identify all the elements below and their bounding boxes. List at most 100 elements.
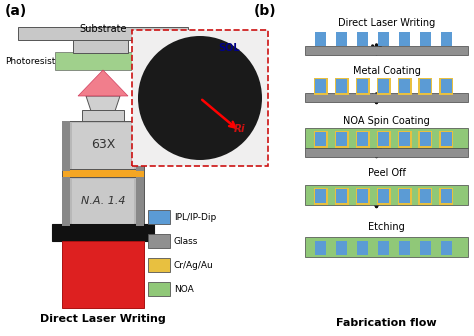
Text: Fabrication flow: Fabrication flow — [336, 318, 437, 328]
Bar — [356, 78, 370, 94]
Bar — [439, 187, 453, 205]
Bar — [62, 177, 70, 226]
Text: 63X: 63X — [91, 138, 115, 152]
Bar — [420, 241, 431, 255]
Bar — [316, 32, 327, 46]
Bar — [62, 177, 144, 226]
Bar — [357, 132, 368, 146]
Bar — [305, 128, 468, 148]
Bar — [441, 241, 452, 255]
Text: Etching: Etching — [368, 222, 405, 232]
Text: Photoresist: Photoresist — [5, 56, 55, 66]
Bar — [399, 132, 410, 146]
Bar — [62, 241, 144, 308]
Circle shape — [138, 36, 262, 160]
Bar — [420, 79, 431, 93]
Text: Glass: Glass — [174, 237, 199, 246]
Text: IPL/IP-Dip: IPL/IP-Dip — [174, 212, 216, 221]
Text: Substrate: Substrate — [79, 24, 127, 34]
Bar — [377, 130, 391, 148]
Bar — [377, 187, 391, 205]
Text: Direct Laser Writing: Direct Laser Writing — [40, 314, 166, 324]
Bar — [136, 121, 144, 171]
Circle shape — [155, 53, 245, 143]
Circle shape — [152, 50, 248, 146]
Circle shape — [183, 81, 217, 115]
Bar — [73, 40, 128, 53]
Bar — [316, 132, 327, 146]
Circle shape — [159, 57, 241, 139]
Text: Peel Off: Peel Off — [367, 168, 405, 178]
Text: Direct Laser Writing: Direct Laser Writing — [338, 18, 435, 28]
Bar — [305, 93, 468, 102]
Text: (a): (a) — [5, 4, 27, 18]
Bar — [441, 132, 452, 146]
Bar — [378, 79, 389, 93]
Text: Ri: Ri — [234, 124, 246, 134]
Circle shape — [145, 43, 255, 153]
Bar — [62, 169, 144, 179]
Bar — [398, 78, 411, 94]
Bar — [62, 121, 70, 171]
Bar — [439, 130, 453, 148]
Bar — [55, 52, 150, 70]
Bar — [357, 189, 368, 203]
Bar — [305, 185, 468, 205]
Bar — [62, 121, 144, 171]
Bar — [357, 79, 368, 93]
Bar — [52, 224, 154, 241]
Bar — [356, 130, 370, 148]
Bar — [419, 187, 432, 205]
Bar — [399, 32, 410, 46]
Bar — [399, 189, 410, 203]
Circle shape — [193, 91, 207, 105]
Bar — [378, 32, 389, 46]
Bar — [441, 79, 452, 93]
Bar — [441, 32, 452, 46]
Bar — [148, 282, 170, 296]
Polygon shape — [78, 70, 128, 96]
Bar — [398, 130, 411, 148]
Circle shape — [176, 74, 224, 122]
Circle shape — [162, 60, 238, 136]
Bar — [420, 32, 431, 46]
Circle shape — [148, 46, 252, 150]
Text: Metal Coating: Metal Coating — [353, 66, 420, 76]
Circle shape — [179, 77, 221, 119]
Bar — [316, 189, 327, 203]
Bar — [357, 241, 368, 255]
Text: N.A. 1.4: N.A. 1.4 — [81, 196, 125, 206]
Bar — [136, 177, 144, 226]
Bar — [420, 189, 431, 203]
Bar — [398, 187, 411, 205]
Bar — [337, 32, 347, 46]
Circle shape — [169, 67, 231, 129]
Bar — [420, 132, 431, 146]
Circle shape — [190, 88, 210, 108]
Bar — [337, 79, 347, 93]
Circle shape — [165, 64, 235, 132]
Bar — [18, 27, 188, 40]
Bar — [335, 130, 349, 148]
Bar — [441, 189, 452, 203]
Circle shape — [141, 39, 258, 157]
Bar — [316, 241, 327, 255]
Bar — [305, 46, 468, 55]
Text: NOA: NOA — [174, 285, 194, 294]
Bar — [337, 241, 347, 255]
Circle shape — [173, 71, 228, 126]
Text: (b): (b) — [254, 4, 277, 18]
Bar — [148, 258, 170, 272]
Bar — [305, 237, 468, 257]
Bar — [439, 78, 453, 94]
Bar — [148, 210, 170, 224]
Bar — [335, 78, 349, 94]
Bar — [314, 78, 328, 94]
Bar — [335, 187, 349, 205]
Bar — [132, 30, 268, 166]
Bar — [378, 132, 389, 146]
Bar — [316, 79, 327, 93]
Bar — [399, 241, 410, 255]
Bar — [305, 148, 468, 157]
Bar — [148, 234, 170, 248]
